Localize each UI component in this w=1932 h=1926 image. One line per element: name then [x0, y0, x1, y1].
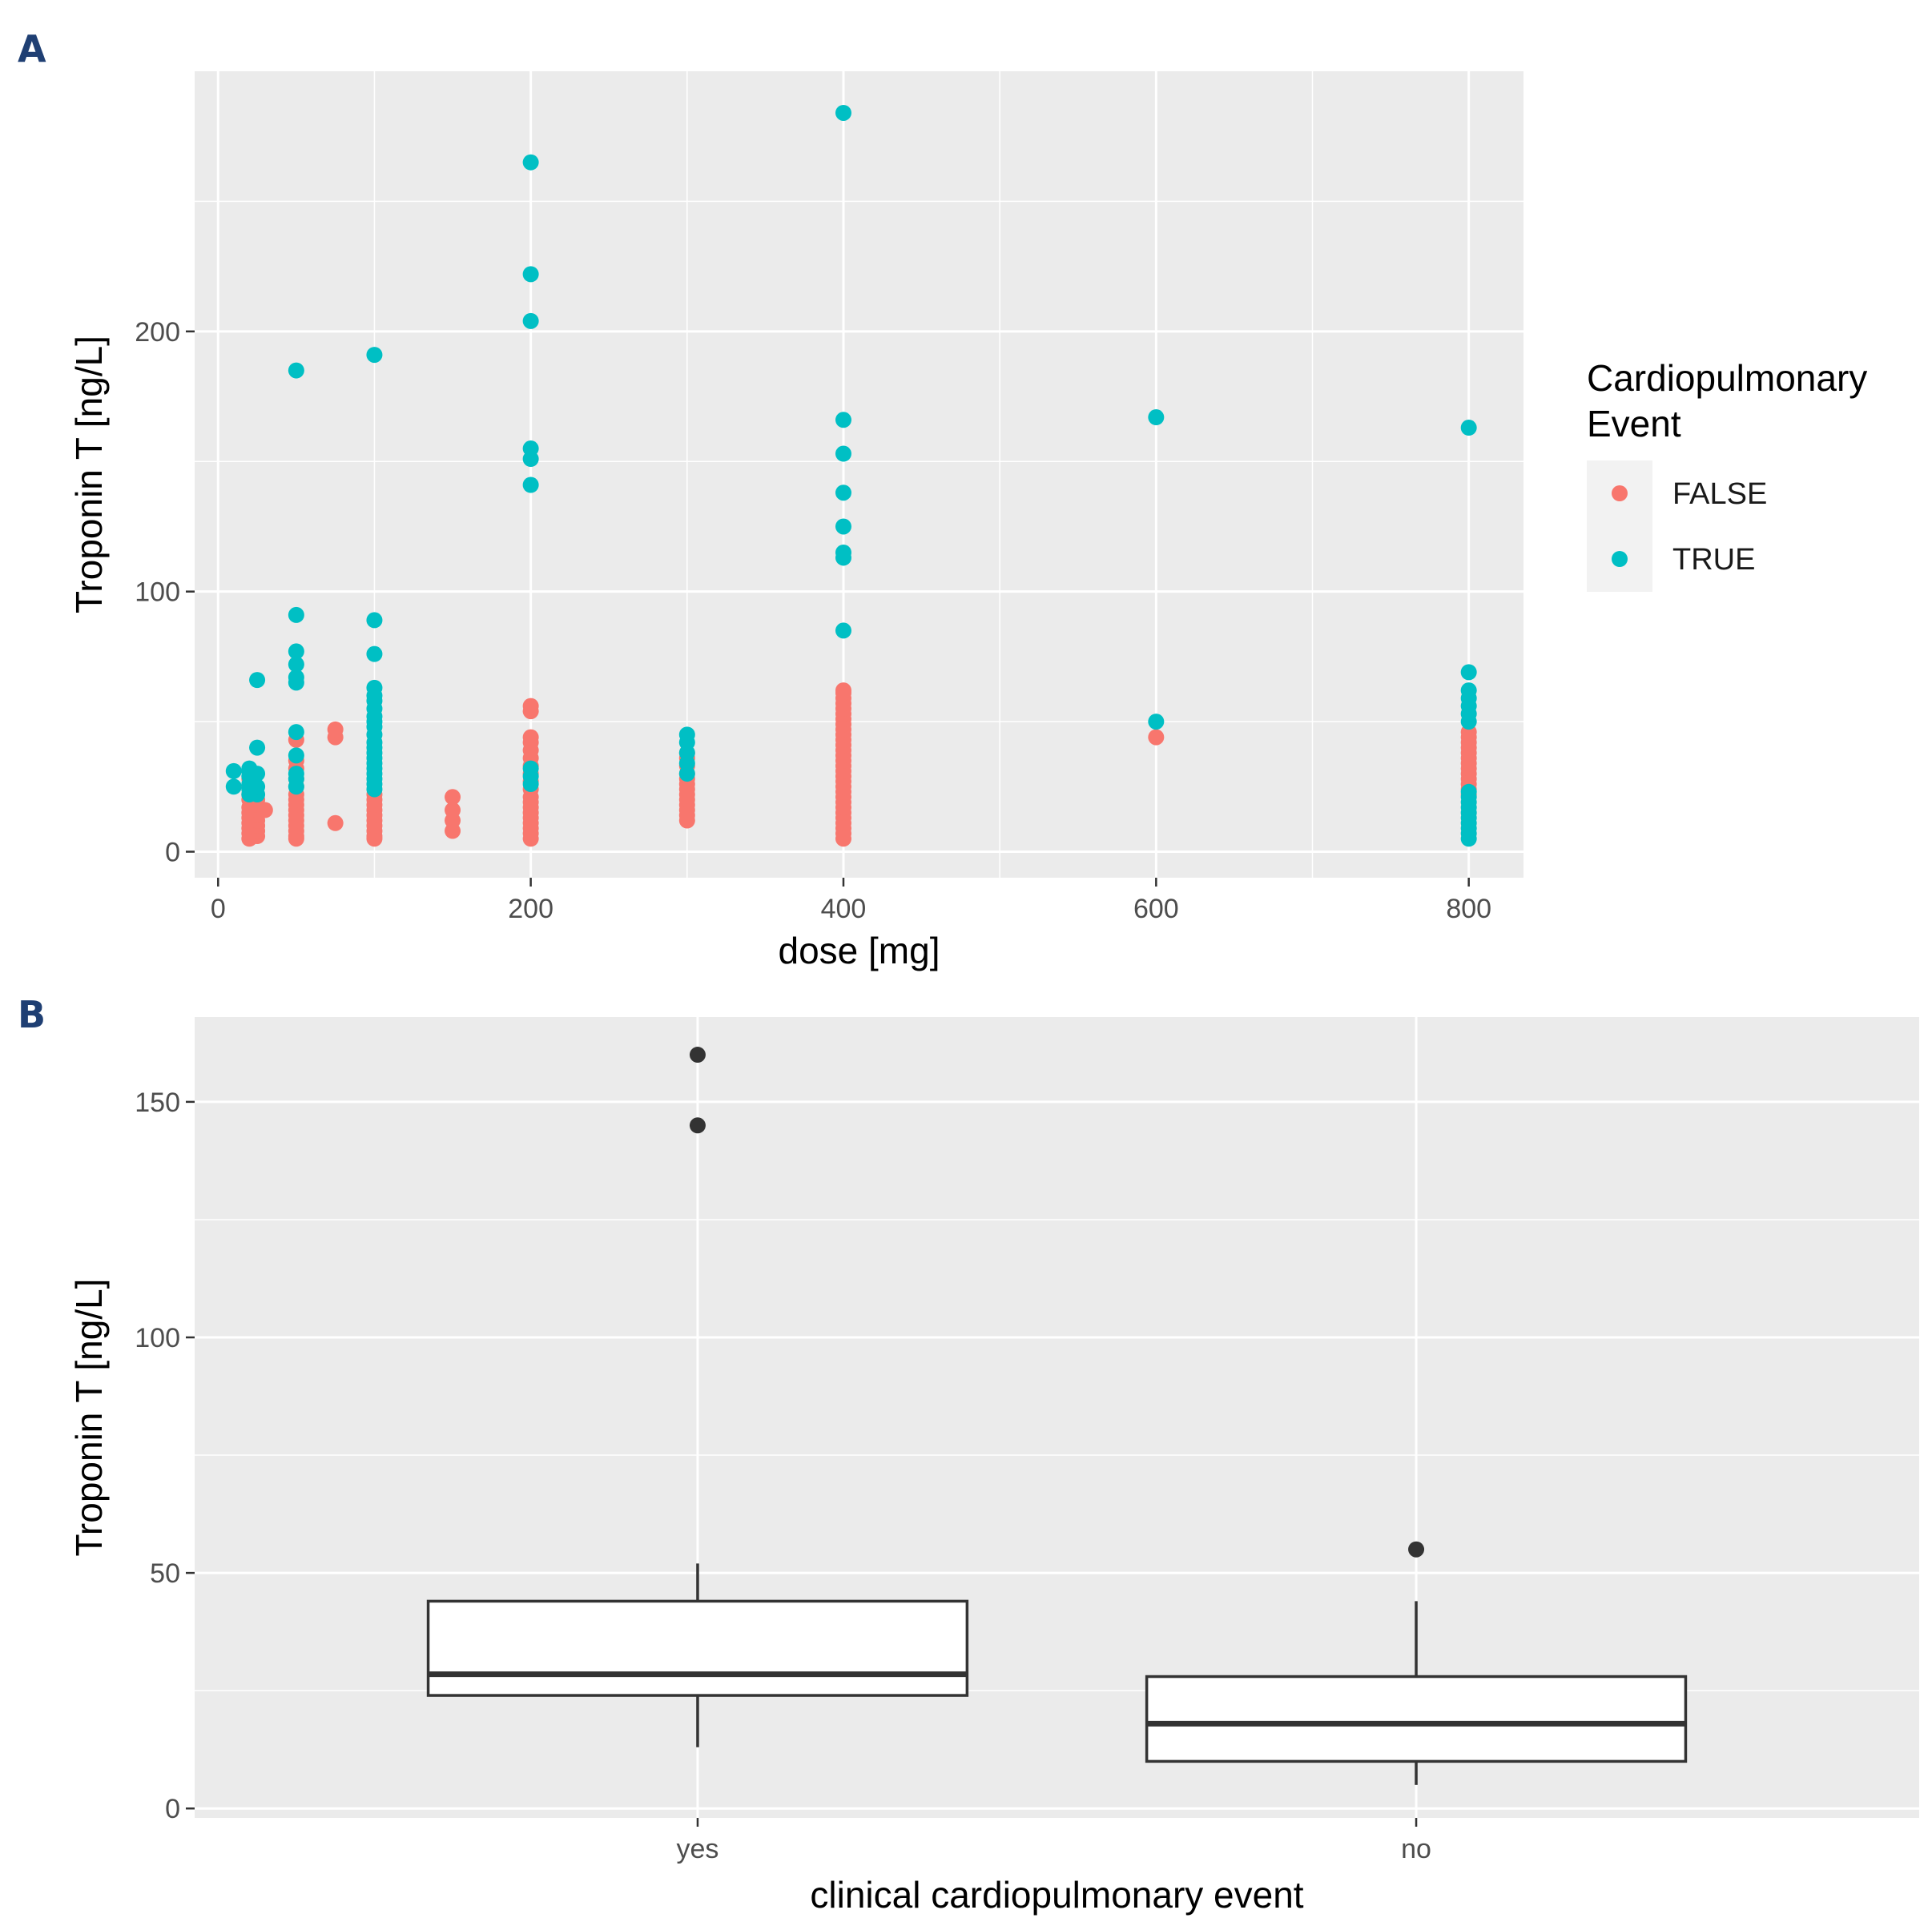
x-tick-label: 200 — [508, 894, 553, 924]
y-tick-label: 200 — [135, 317, 180, 348]
y-tick-label: 100 — [135, 577, 180, 608]
data-point-true — [288, 747, 304, 764]
x-tick-label: 800 — [1446, 894, 1491, 924]
outlier-point-yes — [689, 1047, 706, 1064]
data-point-true — [288, 606, 304, 623]
x-axis-title: clinical cardiopulmonary event — [810, 1874, 1303, 1916]
data-point-true — [249, 766, 266, 782]
data-point-true — [522, 760, 539, 777]
data-point-false — [522, 729, 539, 746]
y-axis-title: Troponin T [ng/L] — [68, 1279, 110, 1557]
legend-title-line: Event — [1587, 403, 1681, 444]
x-tick-label: 600 — [1133, 894, 1179, 924]
x-tick-label-yes: yes — [676, 1834, 718, 1864]
data-point-true — [366, 645, 383, 662]
data-point-true — [249, 778, 266, 795]
scatter-chart: 0 200 400 600 800 0 100 200 dose [mg] Troponin T … — [68, 71, 1867, 971]
data-point-false — [522, 698, 539, 714]
data-point-true — [835, 622, 851, 639]
legend-title-line: Cardiopulmonary — [1587, 357, 1867, 399]
data-point-true — [288, 656, 304, 673]
data-point-true — [288, 362, 304, 379]
data-point-true — [1148, 409, 1165, 426]
data-point-true — [522, 312, 539, 329]
data-point-true — [288, 766, 304, 782]
x-tick-label-no: no — [1401, 1834, 1431, 1864]
data-point-false — [1148, 729, 1165, 746]
data-point-true — [835, 412, 851, 428]
data-point-false — [445, 802, 461, 818]
y-tick-label: 0 — [165, 838, 180, 868]
data-point-true — [835, 485, 851, 501]
legend-key-true — [1612, 551, 1628, 567]
data-point-true — [1148, 714, 1165, 730]
x-tick-label: 400 — [821, 894, 867, 924]
data-point-true — [288, 669, 304, 686]
data-point-true — [522, 440, 539, 457]
data-point-true — [678, 726, 695, 743]
box-no — [1145, 1675, 1688, 1763]
data-point-true — [249, 739, 266, 756]
y-tick-label: 100 — [135, 1323, 180, 1353]
data-point-false — [327, 814, 344, 831]
data-point-true — [225, 778, 242, 795]
plot-panel-a — [195, 71, 1523, 878]
y-axis-title: Troponin T [ng/L] — [68, 336, 110, 613]
panel-label-b: B — [18, 993, 46, 1036]
y-tick-label: 0 — [165, 1794, 180, 1824]
boxplot-chart: 0 50 100 150 yes no clinical cardiopulmonary e… — [68, 1017, 1919, 1916]
data-point-false — [445, 789, 461, 806]
data-point-true — [1460, 420, 1477, 436]
data-point-true — [1460, 664, 1477, 681]
x-axis-title: dose [mg] — [779, 930, 940, 971]
outlier-point-yes — [689, 1117, 706, 1134]
y-tick-label: 150 — [135, 1088, 180, 1118]
data-point-false — [256, 802, 273, 818]
outlier-point-no — [1408, 1541, 1425, 1558]
data-point-true — [366, 679, 383, 696]
box-yes — [426, 1599, 969, 1697]
data-point-true — [288, 643, 304, 660]
data-point-true — [522, 266, 539, 283]
legend-label-true: TRUE — [1672, 543, 1755, 577]
panel-label-a: A — [18, 27, 46, 70]
legend-label-false: FALSE — [1672, 477, 1767, 511]
data-point-true — [1460, 682, 1477, 699]
data-point-true — [835, 445, 851, 462]
data-point-true — [288, 724, 304, 741]
data-point-true — [249, 672, 266, 689]
data-point-true — [366, 612, 383, 629]
data-point-true — [225, 762, 242, 779]
data-point-true — [522, 476, 539, 493]
data-point-true — [835, 518, 851, 535]
legend-key-false — [1612, 485, 1628, 501]
data-point-true — [366, 347, 383, 364]
data-point-false — [835, 682, 851, 699]
data-point-false — [327, 721, 344, 738]
y-tick-label: 50 — [150, 1558, 180, 1589]
x-tick-label: 0 — [211, 894, 226, 924]
data-point-true — [1460, 783, 1477, 800]
data-point-true — [522, 154, 539, 171]
data-point-true — [835, 104, 851, 121]
data-point-true — [835, 544, 851, 561]
